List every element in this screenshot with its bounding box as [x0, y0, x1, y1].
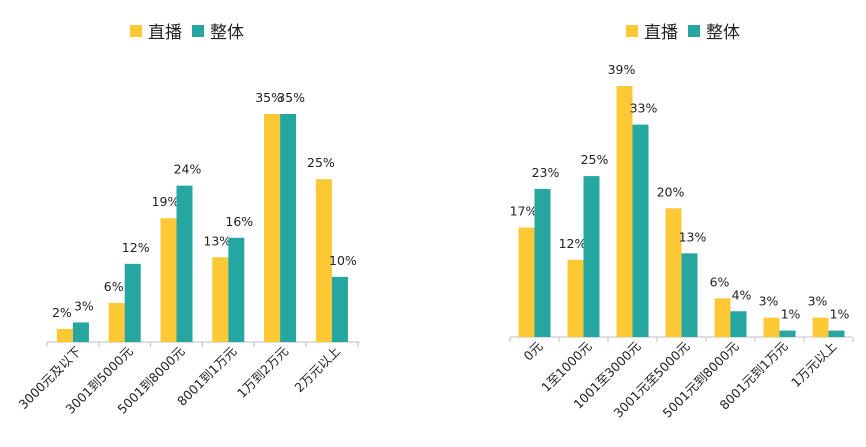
- data-label-overall: 1%: [781, 307, 801, 322]
- bar-live: [763, 317, 780, 337]
- data-label-overall: 12%: [122, 240, 150, 255]
- bar-overall: [779, 330, 796, 337]
- legend-item-live: 直播: [130, 18, 182, 43]
- legend-item-live: 直播: [626, 18, 678, 43]
- bar-overall: [331, 276, 348, 342]
- legend-label-overall: 整体: [210, 23, 244, 43]
- bar-overall: [228, 237, 245, 342]
- legend-right: 直播 整体: [626, 18, 740, 43]
- data-label-overall: 35%: [277, 90, 305, 105]
- bar-overall: [632, 124, 649, 337]
- data-label-overall: 24%: [174, 162, 202, 177]
- legend-swatch-live: [130, 24, 142, 37]
- data-label-live: 12%: [559, 236, 587, 251]
- legend-swatch-overall: [688, 24, 700, 37]
- legend-label-live: 直播: [644, 23, 678, 43]
- legend-swatch-overall: [192, 24, 204, 37]
- data-label-live: 13%: [203, 233, 231, 248]
- bar-live: [567, 259, 584, 337]
- data-label-overall: 13%: [679, 229, 707, 244]
- bar-overall: [730, 311, 747, 337]
- bar-overall: [280, 114, 297, 342]
- bar-overall: [124, 263, 141, 342]
- category-label: 0元: [521, 339, 546, 364]
- data-label-live: 3%: [759, 294, 779, 309]
- bar-live: [212, 257, 229, 342]
- bar-live: [108, 302, 125, 342]
- data-label-live: 2%: [52, 305, 72, 320]
- bar-live: [616, 86, 633, 337]
- legend-left: 直播 整体: [130, 18, 244, 43]
- data-label-live: 6%: [710, 274, 730, 289]
- bar-live: [56, 328, 73, 342]
- data-label-overall: 10%: [329, 253, 357, 268]
- data-label-overall: 3%: [74, 298, 94, 313]
- bar-overall: [828, 330, 845, 337]
- legend-item-overall: 整体: [688, 18, 740, 43]
- data-label-overall: 4%: [732, 287, 752, 302]
- data-label-live: 17%: [510, 204, 538, 219]
- data-label-overall: 16%: [225, 214, 253, 229]
- data-label-overall: 33%: [630, 101, 658, 116]
- data-label-overall: 25%: [581, 152, 609, 167]
- legend-label-overall: 整体: [706, 23, 740, 43]
- bar-live: [160, 218, 177, 342]
- bar-live: [665, 208, 682, 337]
- bar-overall: [681, 253, 698, 337]
- bar-live: [812, 317, 829, 337]
- data-label-live: 39%: [608, 62, 636, 77]
- data-label-overall: 1%: [830, 307, 850, 322]
- data-label-live: 20%: [657, 184, 685, 199]
- bar-overall: [72, 322, 89, 342]
- category-label: 2万元以上: [291, 344, 343, 396]
- data-label-live: 25%: [307, 155, 335, 170]
- category-label: 1万元以上: [788, 339, 840, 391]
- legend-label-live: 直播: [148, 23, 182, 43]
- bar-live: [518, 227, 535, 337]
- data-label-live: 35%: [255, 90, 283, 105]
- bar-overall: [583, 176, 600, 337]
- data-label-live: 6%: [104, 279, 124, 294]
- legend-swatch-live: [626, 24, 638, 37]
- legend-item-overall: 整体: [192, 18, 244, 43]
- bar-overall: [534, 188, 551, 337]
- data-label-overall: 23%: [532, 165, 560, 180]
- category-label: 1万到2万元: [234, 344, 291, 401]
- data-label-live: 19%: [152, 194, 180, 209]
- data-label-live: 3%: [808, 294, 828, 309]
- bar-live: [714, 298, 731, 337]
- bar-live: [264, 114, 281, 342]
- bar-overall: [176, 185, 193, 342]
- bar-live: [315, 179, 332, 342]
